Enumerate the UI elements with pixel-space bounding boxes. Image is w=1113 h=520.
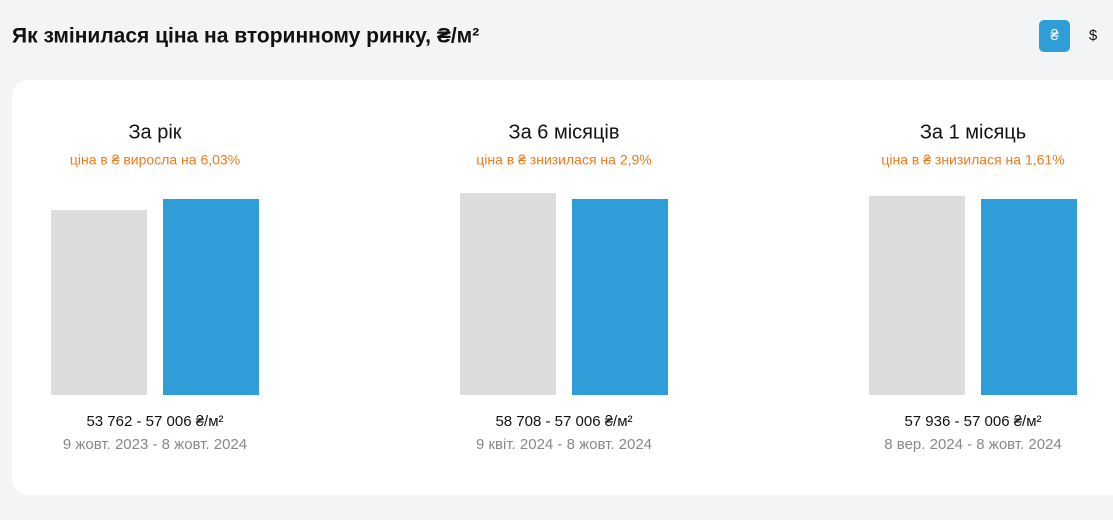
period-dates: 9 квіт. 2024 - 8 жовт. 2024: [476, 436, 652, 453]
currency-button-uah[interactable]: [1039, 20, 1070, 52]
change-text: ціна в ₴ виросла на 6,03%: [70, 152, 240, 168]
currency-label[interactable]: ₴: [1050, 27, 1059, 44]
bar: [572, 198, 668, 395]
range-label: 57 936 - 57 006 ₴/м²: [904, 413, 1041, 430]
widget-title: Як змінилася ціна на вторинному ринку, ₴…: [12, 25, 479, 48]
currency-button-usd[interactable]: $: [1089, 27, 1098, 44]
period-dates: 8 вер. 2024 - 8 жовт. 2024: [884, 436, 1061, 453]
range-label: 58 708 - 57 006 ₴/м²: [495, 413, 632, 430]
bar: [981, 198, 1077, 395]
period-title: За 6 місяців: [509, 121, 620, 143]
period-title: За 1 місяць: [920, 121, 1026, 143]
bar: [51, 210, 147, 395]
period-dates: 9 жовт. 2023 - 8 жовт. 2024: [63, 436, 247, 453]
range-label: 53 762 - 57 006 ₴/м²: [86, 413, 223, 430]
change-text: ціна в ₴ знизилася на 2,9%: [476, 152, 652, 168]
card-panel: [12, 80, 1113, 495]
bar: [460, 193, 556, 395]
bar: [163, 198, 259, 395]
period-title: За рік: [128, 121, 181, 143]
bar: [869, 195, 965, 395]
change-text: ціна в ₴ знизилася на 1,61%: [881, 152, 1064, 168]
